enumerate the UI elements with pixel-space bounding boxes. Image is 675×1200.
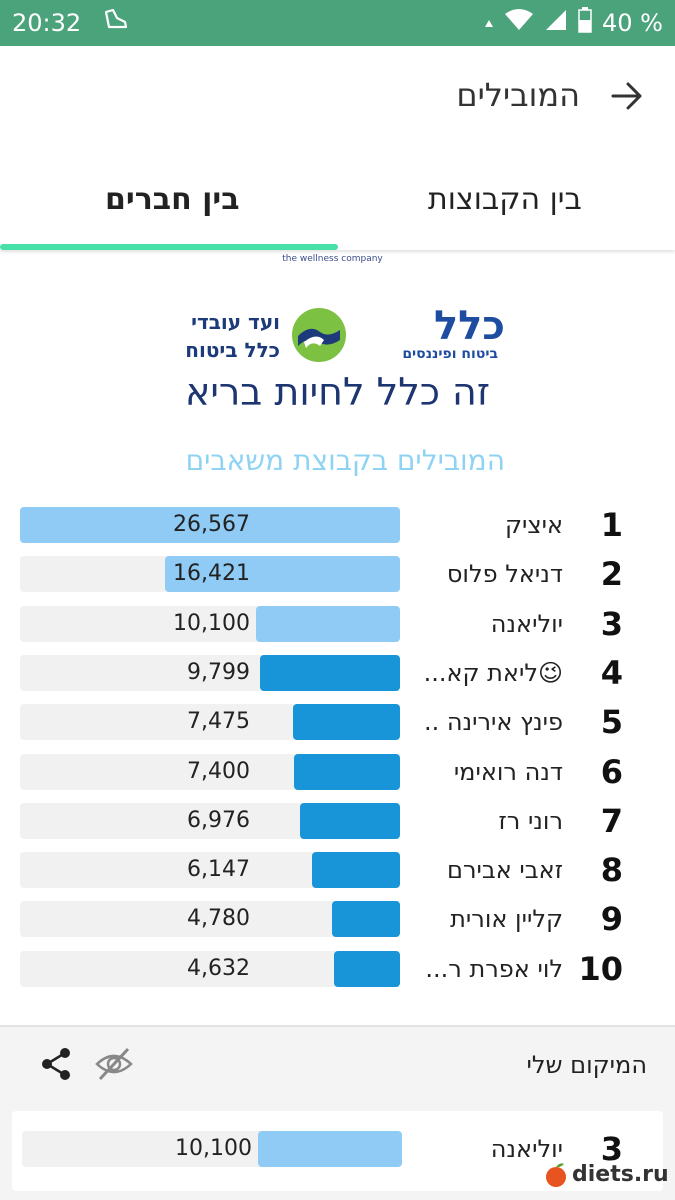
row-value: 6,147	[187, 857, 250, 882]
my-bar-fill	[258, 1131, 402, 1167]
bar-track: 7,475	[20, 704, 400, 740]
leaderboard-row[interactable]: 16,421 דניאל פלוס 2	[0, 554, 675, 594]
bar-fill	[293, 704, 400, 740]
row-rank: 9	[600, 900, 623, 938]
tab-active-indicator	[0, 244, 338, 250]
row-value: 16,421	[173, 561, 250, 586]
row-rank: 7	[600, 802, 623, 840]
leaderboard-row[interactable]: 7,400 דנה רואימי 6	[0, 752, 675, 792]
signal-icon	[544, 8, 568, 38]
site-watermark: diets.ru	[542, 1160, 669, 1194]
bar-fill	[300, 803, 400, 839]
bar-fill	[334, 951, 400, 987]
row-rank: 1	[600, 506, 623, 544]
row-rank: 5	[600, 703, 623, 741]
row-name: קליין אורית	[450, 905, 563, 933]
bar-track: 10,100	[20, 606, 400, 642]
row-rank: 3	[600, 605, 623, 643]
tab-bar: בין חברים בין הקבוצות	[0, 156, 675, 250]
share-icon[interactable]	[40, 1047, 72, 1081]
my-position-title: המיקום שלי	[526, 1051, 647, 1079]
row-name: לוי אפרת ר...	[425, 955, 563, 983]
row-rank: 8	[600, 851, 623, 889]
row-rank: 2	[600, 555, 623, 593]
row-value: 7,475	[187, 709, 250, 734]
partner-tagline: the wellness company	[282, 254, 383, 264]
shoe-notification-icon	[103, 8, 129, 38]
battery-icon	[578, 7, 592, 39]
tab-friends[interactable]: בין חברים	[105, 182, 240, 217]
bar-fill	[332, 901, 400, 937]
my-value: 10,100	[175, 1136, 252, 1161]
battery-percent: 40 %	[602, 9, 663, 37]
arrow-right-icon[interactable]	[609, 78, 645, 114]
leaderboard-row[interactable]: 10,100 יוליאנה 3	[0, 604, 675, 644]
row-name: 😉ליאת קא...	[423, 659, 563, 687]
my-rank: 3	[600, 1130, 623, 1168]
status-time: 20:32	[12, 9, 82, 37]
row-value: 9,799	[187, 660, 250, 685]
bar-fill	[20, 507, 400, 543]
bar-track: 26,567	[20, 507, 400, 543]
workers-committee-logo: ועד עובדי כלל ביטוח	[165, 308, 280, 364]
row-name: זאבי אבירם	[447, 856, 563, 884]
my-bar-track: 10,100	[22, 1131, 402, 1167]
bar-track: 6,976	[20, 803, 400, 839]
app-header: המובילים	[0, 46, 675, 156]
page-title: המובילים	[456, 76, 580, 114]
sponsor-banner: ועד עובדי כלל ביטוח כלל ביטוח ופיננסים ז…	[165, 300, 510, 420]
clal-logo-text: כלל	[433, 303, 505, 349]
my-name: יוליאנה	[490, 1135, 563, 1163]
row-name: איציק	[504, 511, 563, 539]
leaderboard-title: המובילים בקבוצת משאבים	[185, 444, 505, 477]
leaderboard-row[interactable]: 4,632 לוי אפרת ר... 10	[0, 949, 675, 989]
workers-line-2: כלל ביטוח	[185, 338, 280, 362]
status-bar: 20:32 40 %	[0, 0, 675, 46]
leaderboard-row[interactable]: 7,475 פינץ אירינה .. 5	[0, 702, 675, 742]
leaderboard-row[interactable]: 6,147 זאבי אבירם 8	[0, 850, 675, 890]
row-name: דניאל פלוס	[446, 560, 563, 588]
row-name: פינץ אירינה ..	[423, 708, 563, 736]
row-value: 4,632	[187, 956, 250, 981]
wifi-icon	[504, 8, 534, 38]
bar-track: 4,632	[20, 951, 400, 987]
data-arrow-icon	[484, 9, 494, 37]
bar-track: 7,400	[20, 754, 400, 790]
clal-logo-subtitle: ביטוח ופיננסים	[402, 346, 498, 362]
section-divider	[0, 1025, 675, 1027]
row-name: דנה רואימי	[453, 758, 563, 786]
bar-track: 16,421	[20, 556, 400, 592]
row-value: 10,100	[173, 611, 250, 636]
row-rank: 6	[600, 753, 623, 791]
banner-slogan: זה כלל לחיות בריא	[184, 370, 491, 414]
tab-groups[interactable]: בין הקבוצות	[428, 182, 582, 217]
leaderboard-row[interactable]: 4,780 קליין אורית 9	[0, 899, 675, 939]
apple-icon	[544, 1162, 568, 1188]
row-rank: 4	[600, 654, 623, 692]
leaderboard-row[interactable]: 9,799 😉ליאת קא... 4	[0, 653, 675, 693]
bar-fill	[256, 606, 400, 642]
bar-track: 4,780	[20, 901, 400, 937]
bar-track: 9,799	[20, 655, 400, 691]
row-name: יוליאנה	[490, 610, 563, 638]
my-position-card: 10,100 יוליאנה 3	[12, 1111, 663, 1191]
bar-fill	[260, 655, 400, 691]
row-value: 7,400	[187, 759, 250, 784]
row-name: רוני רז	[498, 807, 563, 835]
bar-fill	[294, 754, 400, 790]
row-value: 6,976	[187, 808, 250, 833]
workers-line-1: ועד עובדי	[191, 310, 280, 334]
leaderboard-row[interactable]: 6,976 רוני רז 7	[0, 801, 675, 841]
row-rank: 10	[578, 950, 623, 988]
eye-hidden-icon[interactable]	[94, 1045, 134, 1083]
bar-track: 6,147	[20, 852, 400, 888]
row-value: 4,780	[187, 906, 250, 931]
row-value: 26,567	[173, 512, 250, 537]
watermark-text: diets.ru	[572, 1162, 669, 1187]
bar-fill	[312, 852, 400, 888]
leaderboard-row[interactable]: 26,567 איציק 1	[0, 505, 675, 545]
bar-fill	[165, 556, 400, 592]
handshake-icon	[290, 306, 348, 364]
